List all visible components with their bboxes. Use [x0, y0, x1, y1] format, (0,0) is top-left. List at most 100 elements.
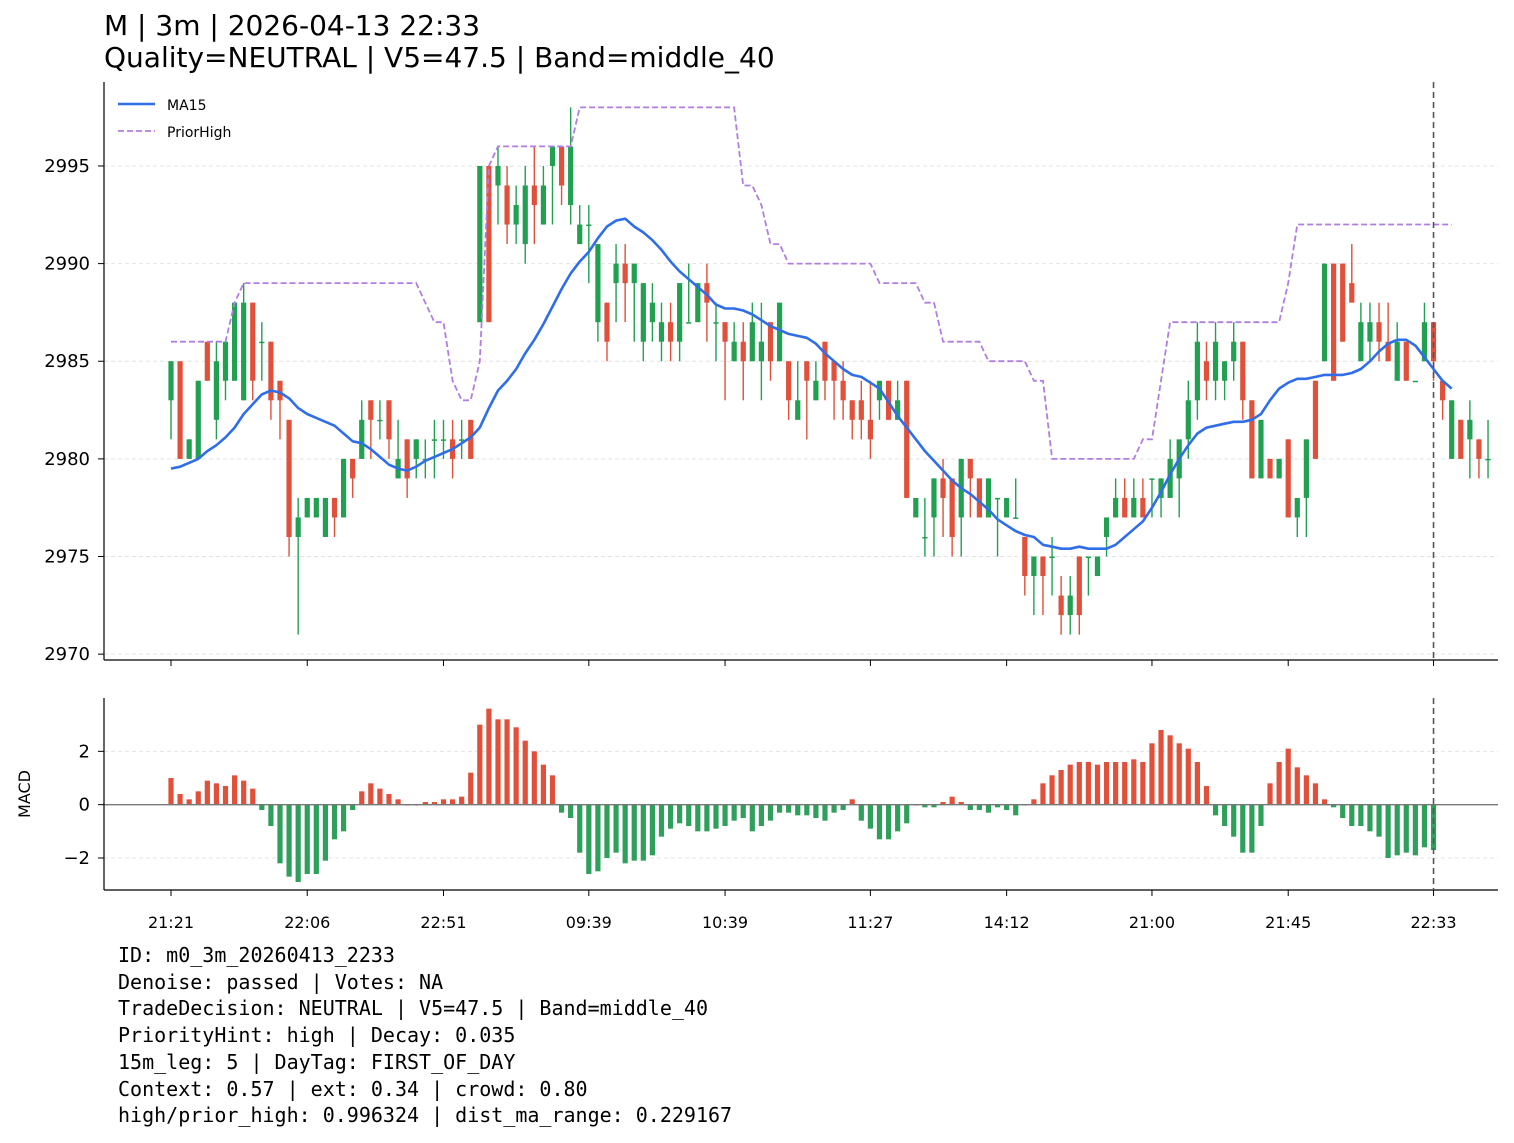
candle-body	[1331, 263, 1337, 381]
candle-body	[540, 185, 547, 225]
macd-bar	[168, 778, 174, 805]
macd-bar	[1076, 762, 1082, 805]
macd-bar	[1403, 804, 1409, 853]
candle-body	[1267, 458, 1273, 479]
candle-body	[1167, 458, 1173, 498]
macd-bar	[1158, 730, 1164, 805]
candle-body	[667, 322, 674, 342]
candle-body	[749, 322, 755, 362]
candle-body	[231, 302, 238, 381]
candle-body	[1067, 595, 1073, 616]
macd-bar	[504, 719, 510, 805]
candle-body	[867, 419, 873, 440]
macd-ytick-label: 0	[79, 795, 90, 816]
macd-bar	[477, 724, 483, 805]
xtick-label: 14:12	[984, 913, 1030, 932]
macd-bar	[1040, 783, 1046, 805]
macd-bar	[985, 804, 992, 813]
info-line: ID: m0_3m_20260413_2233	[118, 943, 395, 967]
candle-body	[994, 497, 1001, 500]
candle-body	[758, 341, 764, 362]
macd-bar	[595, 804, 601, 872]
macd-bar	[786, 804, 792, 813]
candle-body	[640, 283, 646, 342]
candle-body	[359, 419, 365, 459]
macd-bar	[313, 804, 319, 874]
macd-bar	[1321, 799, 1328, 805]
candle-body	[1285, 439, 1291, 518]
macd-bar	[1294, 767, 1300, 805]
xtick-label: 21:45	[1265, 913, 1311, 932]
macd-bar	[1185, 748, 1191, 805]
macd-bar	[776, 804, 783, 813]
macd-bar	[1430, 804, 1437, 850]
candle-body	[1131, 497, 1137, 518]
macd-bar	[1340, 804, 1346, 818]
candle-body	[1340, 263, 1346, 342]
price-ytick-label: 2970	[44, 644, 90, 665]
candle-body	[604, 302, 610, 342]
macd-bar	[649, 804, 655, 856]
candle-body	[1022, 536, 1028, 577]
macd-bar	[1194, 762, 1200, 805]
macd-bar	[204, 780, 210, 805]
candle-body	[1158, 478, 1164, 498]
macd-bar	[1276, 762, 1282, 805]
x-axis: 21:21 22:06 22:51 09:39 10:39 11:27 14:12 21:00…	[148, 660, 1457, 932]
candle-body	[331, 497, 338, 518]
macd-bar	[295, 804, 301, 882]
macd-bar	[1412, 804, 1418, 856]
candle-body	[776, 302, 783, 362]
candle-body	[459, 439, 465, 441]
macd-bar	[867, 804, 873, 829]
macd-bar	[468, 772, 474, 805]
macd-bar	[686, 804, 692, 826]
macd-bar	[286, 804, 292, 877]
candle-body	[704, 283, 710, 303]
candle-body	[1421, 322, 1428, 362]
candle-body	[213, 361, 220, 420]
macd-bar	[1049, 775, 1055, 805]
macd-bar	[604, 804, 610, 858]
candle-body	[377, 419, 383, 422]
macd-bar	[1149, 743, 1155, 805]
macd-panel: 2 0 −2 MACD	[15, 698, 1498, 891]
candle-body	[1276, 458, 1282, 479]
candle-body	[1103, 517, 1110, 537]
candle-body	[1467, 419, 1473, 440]
macd-bar	[1331, 804, 1337, 808]
macd-bar	[1140, 762, 1146, 805]
candle-body	[1449, 400, 1455, 459]
candle-body	[786, 361, 792, 401]
macd-bar	[440, 799, 447, 805]
title-line-2: Quality=NEUTRAL | V5=47.5 | Band=middle_…	[104, 41, 775, 74]
macd-ytick-label: 2	[79, 741, 90, 762]
macd-bar	[241, 780, 247, 805]
candle-body	[250, 302, 256, 381]
candle-body	[840, 380, 846, 401]
candle-body	[831, 361, 837, 381]
macd-bar	[840, 804, 846, 810]
candle-body	[340, 458, 347, 518]
candle-body	[1349, 283, 1355, 303]
macd-bar	[422, 802, 428, 805]
legend-prior-high-label: PriorHigh	[167, 125, 231, 141]
macd-bar	[1394, 804, 1400, 856]
candle-body	[613, 263, 619, 284]
candle-body	[658, 322, 665, 342]
chart-title: M | 3m | 2026-04-13 22:33 Quality=NEUTRA…	[104, 10, 775, 74]
candle-body	[304, 497, 310, 518]
macd-bar	[749, 804, 755, 832]
macd-bar	[340, 804, 347, 832]
candle-body	[804, 361, 810, 381]
candle-body	[177, 361, 183, 459]
macd-bar	[767, 804, 774, 821]
candle-body	[531, 185, 537, 206]
candle-body	[1085, 556, 1091, 559]
macd-bar	[1085, 762, 1091, 805]
candle-body	[286, 419, 292, 537]
macd-bar	[904, 804, 910, 824]
candle-body	[1476, 439, 1482, 459]
candle-body	[568, 146, 574, 206]
